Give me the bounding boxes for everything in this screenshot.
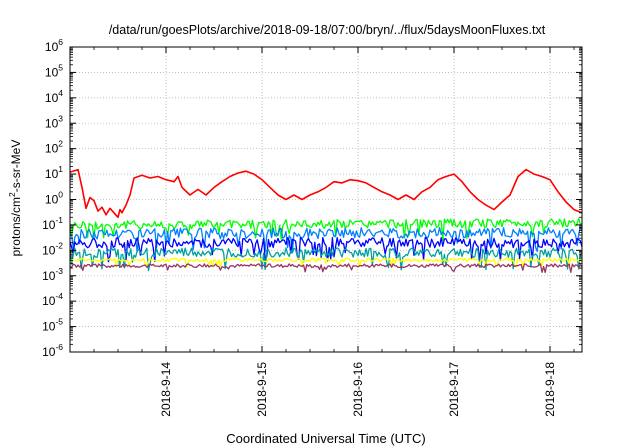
y-tick-label: 10-2 — [42, 240, 63, 257]
chart-title: /data/run/goesPlots/archive/2018-09-18/0… — [109, 23, 546, 37]
series-line-5 — [69, 247, 583, 272]
y-axis-label-units: -s-sr-MeV — [9, 140, 23, 193]
y-axis-label-superscript: 2 — [7, 192, 17, 197]
x-tick-label: 2018-9-15 — [255, 362, 269, 417]
plot-frame — [69, 46, 583, 353]
y-tick-label: 106 — [45, 37, 63, 54]
x-axis-label: Coordinated Universal Time (UTC) — [226, 431, 425, 446]
y-tick-label: 10-4 — [42, 291, 63, 308]
y-axis-label: protons/cm2-s-sr-MeV — [7, 140, 23, 257]
series-line-1 — [69, 168, 583, 219]
series-line-2 — [69, 217, 583, 241]
y-tick-label: 10-6 — [42, 342, 63, 359]
y-tick-labels: 10-6 10-5 10-4 10-3 10-2 10-1 100 101 102 103 104 1… — [42, 37, 63, 359]
series-layer — [69, 168, 583, 274]
y-tick-label: 105 — [45, 62, 63, 79]
y-tick-label: 10-3 — [42, 266, 63, 283]
y-tick-label: 103 — [45, 113, 63, 130]
x-tick-label: 2018-9-18 — [543, 362, 557, 417]
y-tick-label: 10-5 — [42, 317, 63, 334]
axes — [69, 46, 583, 353]
y-tick-label: 10-1 — [42, 215, 63, 232]
x-tick-labels: 2018-9-14 2018-9-15 2018-9-16 2018-9-17 2018… — [159, 362, 557, 417]
series-line-7 — [69, 263, 583, 274]
y-tick-label: 102 — [45, 139, 63, 156]
y-tick-label: 100 — [45, 190, 63, 207]
y-axis-label-main: protons/cm — [9, 197, 23, 256]
x-tick-label: 2018-9-14 — [159, 362, 173, 417]
x-tick-label: 2018-9-16 — [351, 362, 365, 417]
series-line-3 — [69, 226, 583, 253]
y-tick-label: 101 — [45, 164, 63, 181]
x-tick-label: 2018-9-17 — [447, 362, 461, 417]
y-tick-label: 104 — [45, 88, 63, 105]
